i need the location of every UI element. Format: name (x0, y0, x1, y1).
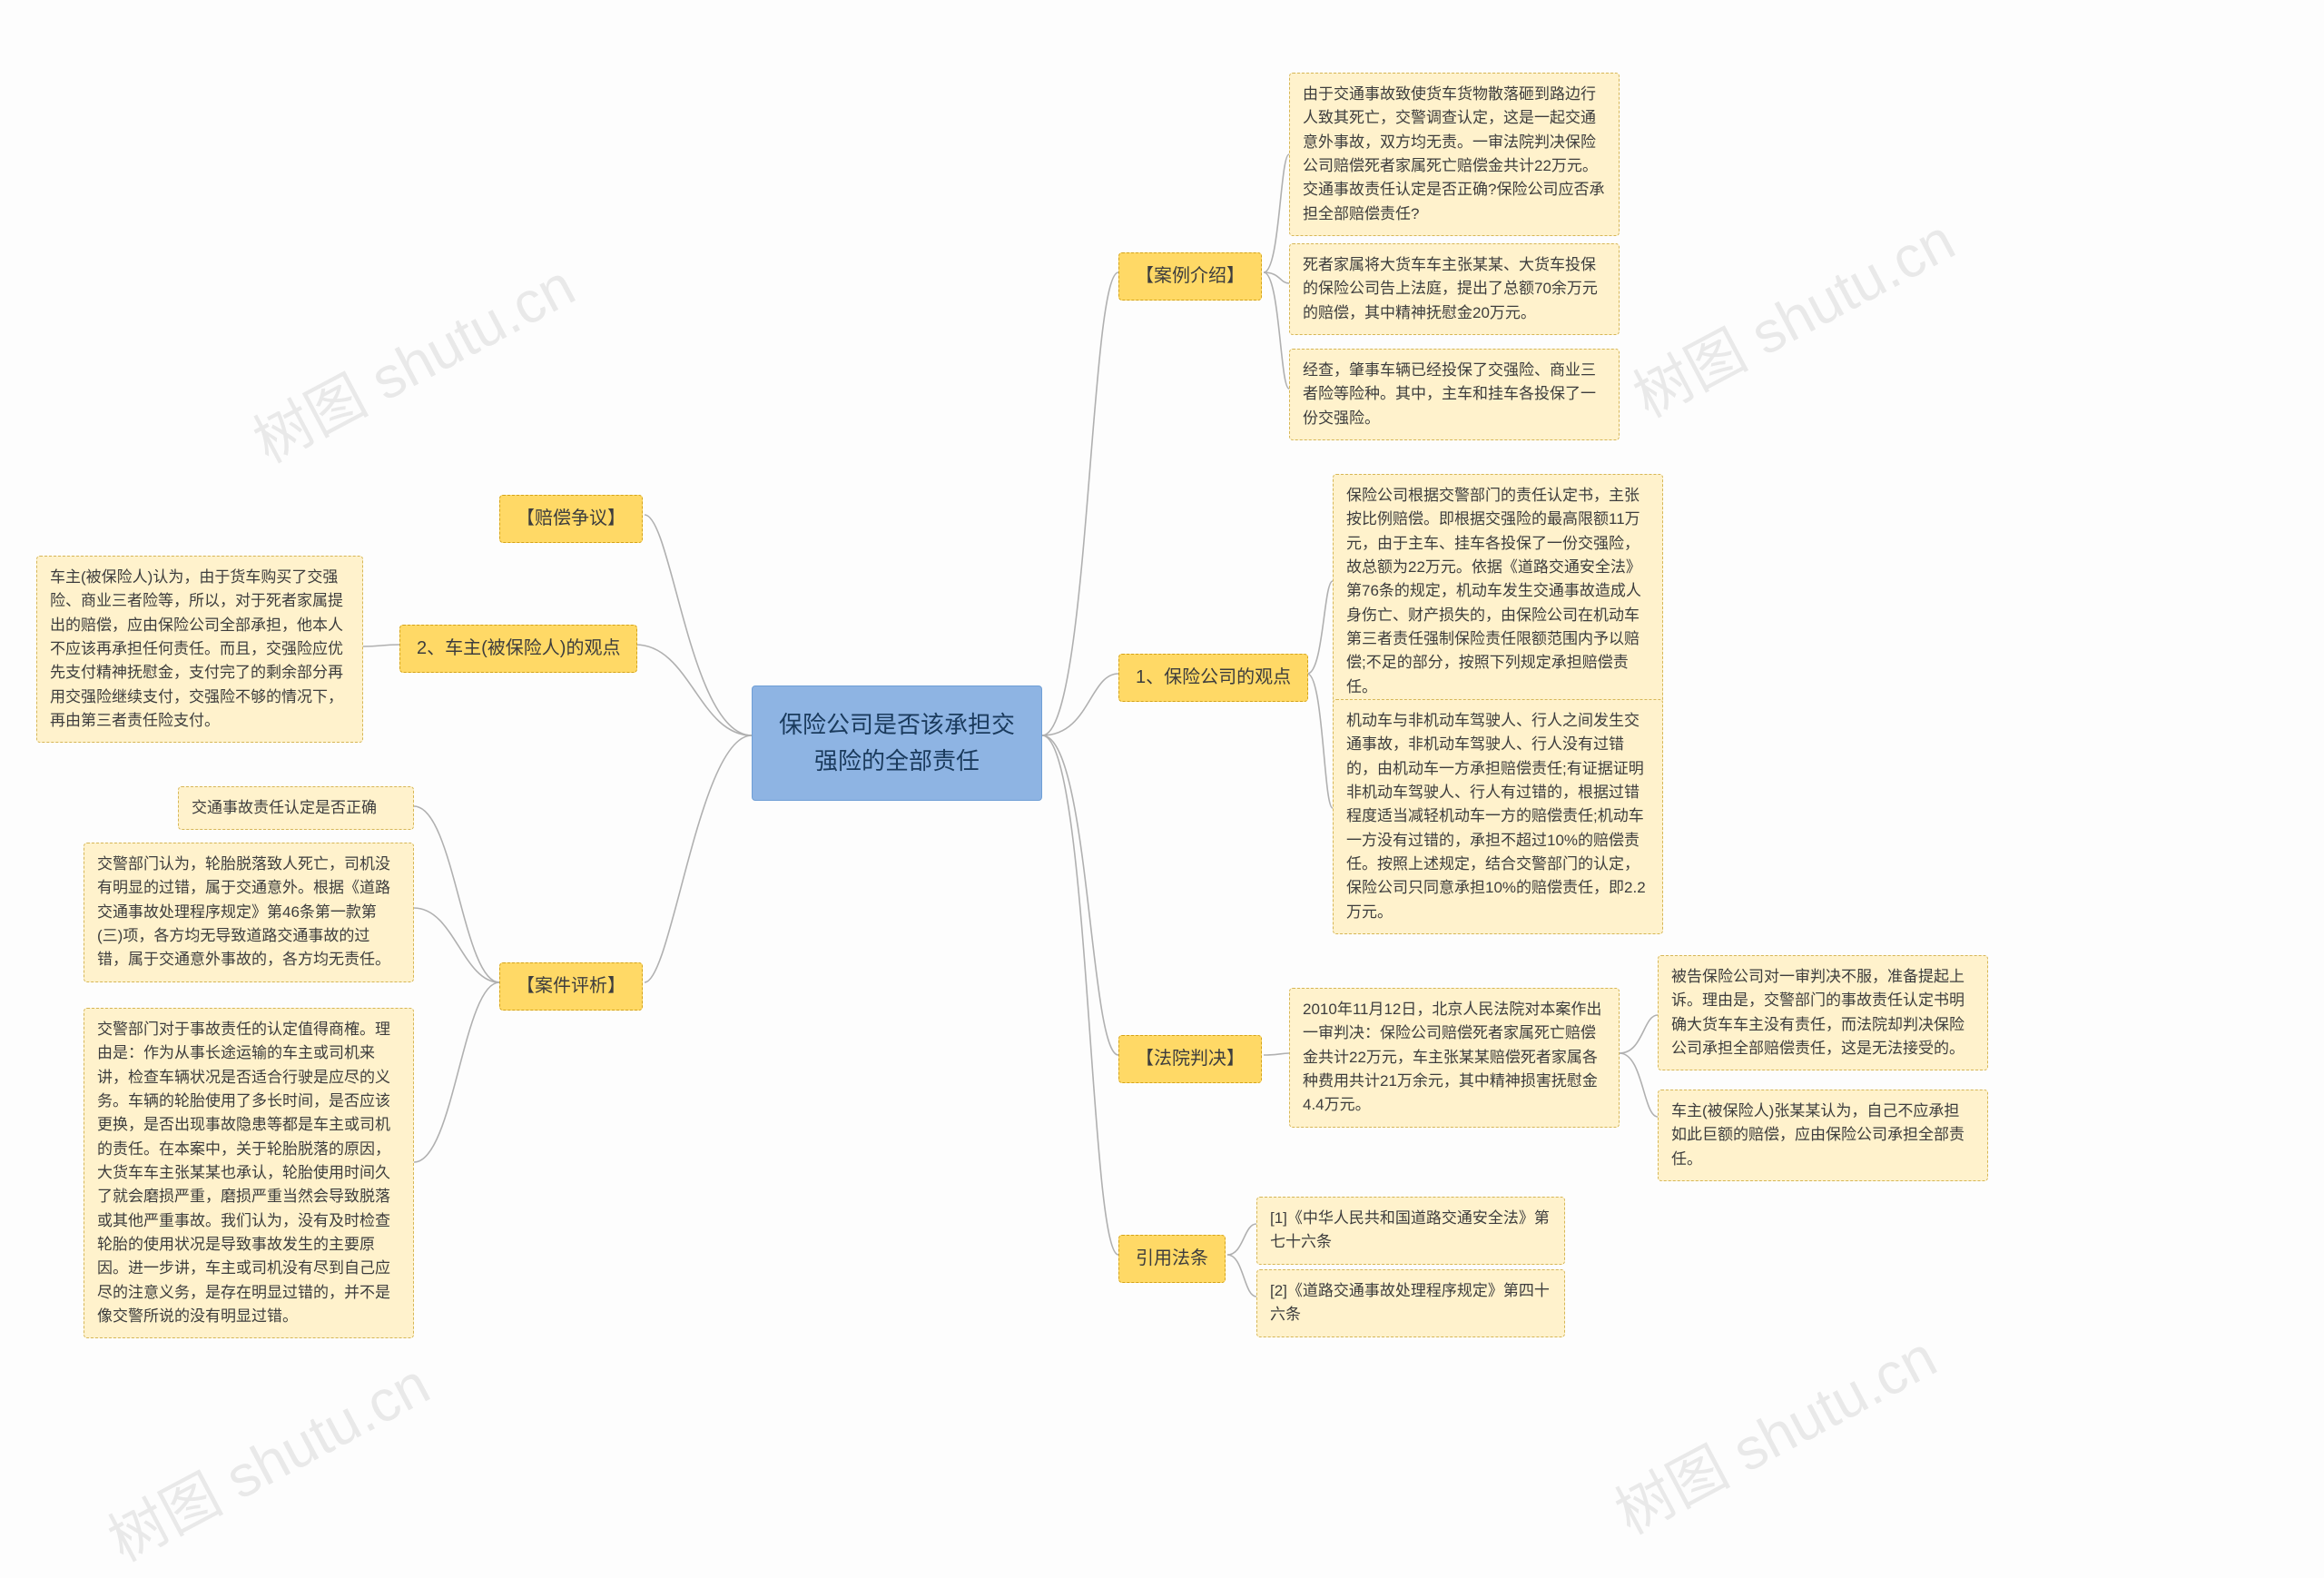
watermark: 树图 shutu.cn (1599, 1311, 1949, 1550)
leaf-intro-1: 由于交通事故致使货车货物散落砸到路边行人致其死亡，交警调查认定，这是一起交通意外… (1289, 73, 1620, 236)
watermark: 树图 shutu.cn (237, 240, 587, 478)
branch-case-intro: 【案例介绍】 (1118, 252, 1262, 301)
leaf-judgment-owner: 车主(被保险人)张某某认为，自己不应承担如此巨额的赔偿，应由保险公司承担全部责任… (1658, 1090, 1988, 1181)
leaf-law-1: [1]《中华人民共和国道路交通安全法》第七十六条 (1256, 1197, 1565, 1265)
center-node: 保险公司是否该承担交强险的全部责任 (752, 685, 1042, 801)
leaf-intro-3: 经查，肇事车辆已经投保了交强险、商业三者险等险种。其中，主车和挂车各投保了一份交… (1289, 349, 1620, 440)
leaf-insurer-2: 机动车与非机动车驾驶人、行人之间发生交通事故，非机动车驾驶人、行人没有过错的，由… (1333, 699, 1663, 934)
branch-cited-law: 引用法条 (1118, 1235, 1226, 1283)
leaf-analysis-opinion: 交警部门对于事故责任的认定值得商榷。理由是：作为从事长途运输的车主或司机来讲，检… (84, 1008, 414, 1338)
leaf-analysis-police: 交警部门认为，轮胎脱落致人死亡，司机没有明显的过错，属于交通意外。根据《道路交通… (84, 843, 414, 982)
branch-owner-viewpoint: 2、车主(被保险人)的观点 (399, 625, 637, 673)
leaf-judgment-appeal: 被告保险公司对一审判决不服，准备提起上诉。理由是，交警部门的事故责任认定书明确大… (1658, 955, 1988, 1070)
leaf-analysis-q: 交通事故责任认定是否正确 (178, 786, 414, 830)
branch-insurer-viewpoint: 1、保险公司的观点 (1118, 654, 1308, 702)
leaf-judgment: 2010年11月12日，北京人民法院对本案作出一审判决：保险公司赔偿死者家属死亡… (1289, 988, 1620, 1128)
branch-court-judgment: 【法院判决】 (1118, 1035, 1262, 1083)
branch-compensation-dispute: 【赔偿争议】 (499, 495, 643, 543)
watermark: 树图 shutu.cn (92, 1338, 442, 1577)
leaf-owner-viewpoint-detail: 车主(被保险人)认为，由于货车购买了交强险、商业三者险等，所以，对于死者家属提出… (36, 556, 363, 743)
leaf-intro-2: 死者家属将大货车车主张某某、大货车投保的保险公司告上法庭，提出了总额70余万元的… (1289, 243, 1620, 335)
leaf-insurer-1: 保险公司根据交警部门的责任认定书，主张按比例赔偿。即根据交强险的最高限额11万元… (1333, 474, 1663, 709)
watermark: 树图 shutu.cn (1617, 194, 1967, 433)
branch-case-analysis: 【案件评析】 (499, 962, 643, 1011)
leaf-law-2: [2]《道路交通事故处理程序规定》第四十六条 (1256, 1269, 1565, 1337)
